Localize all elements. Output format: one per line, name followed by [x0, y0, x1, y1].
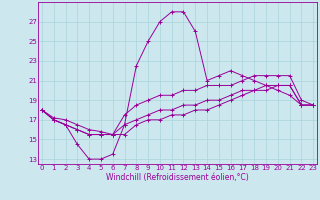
X-axis label: Windchill (Refroidissement éolien,°C): Windchill (Refroidissement éolien,°C)	[106, 173, 249, 182]
